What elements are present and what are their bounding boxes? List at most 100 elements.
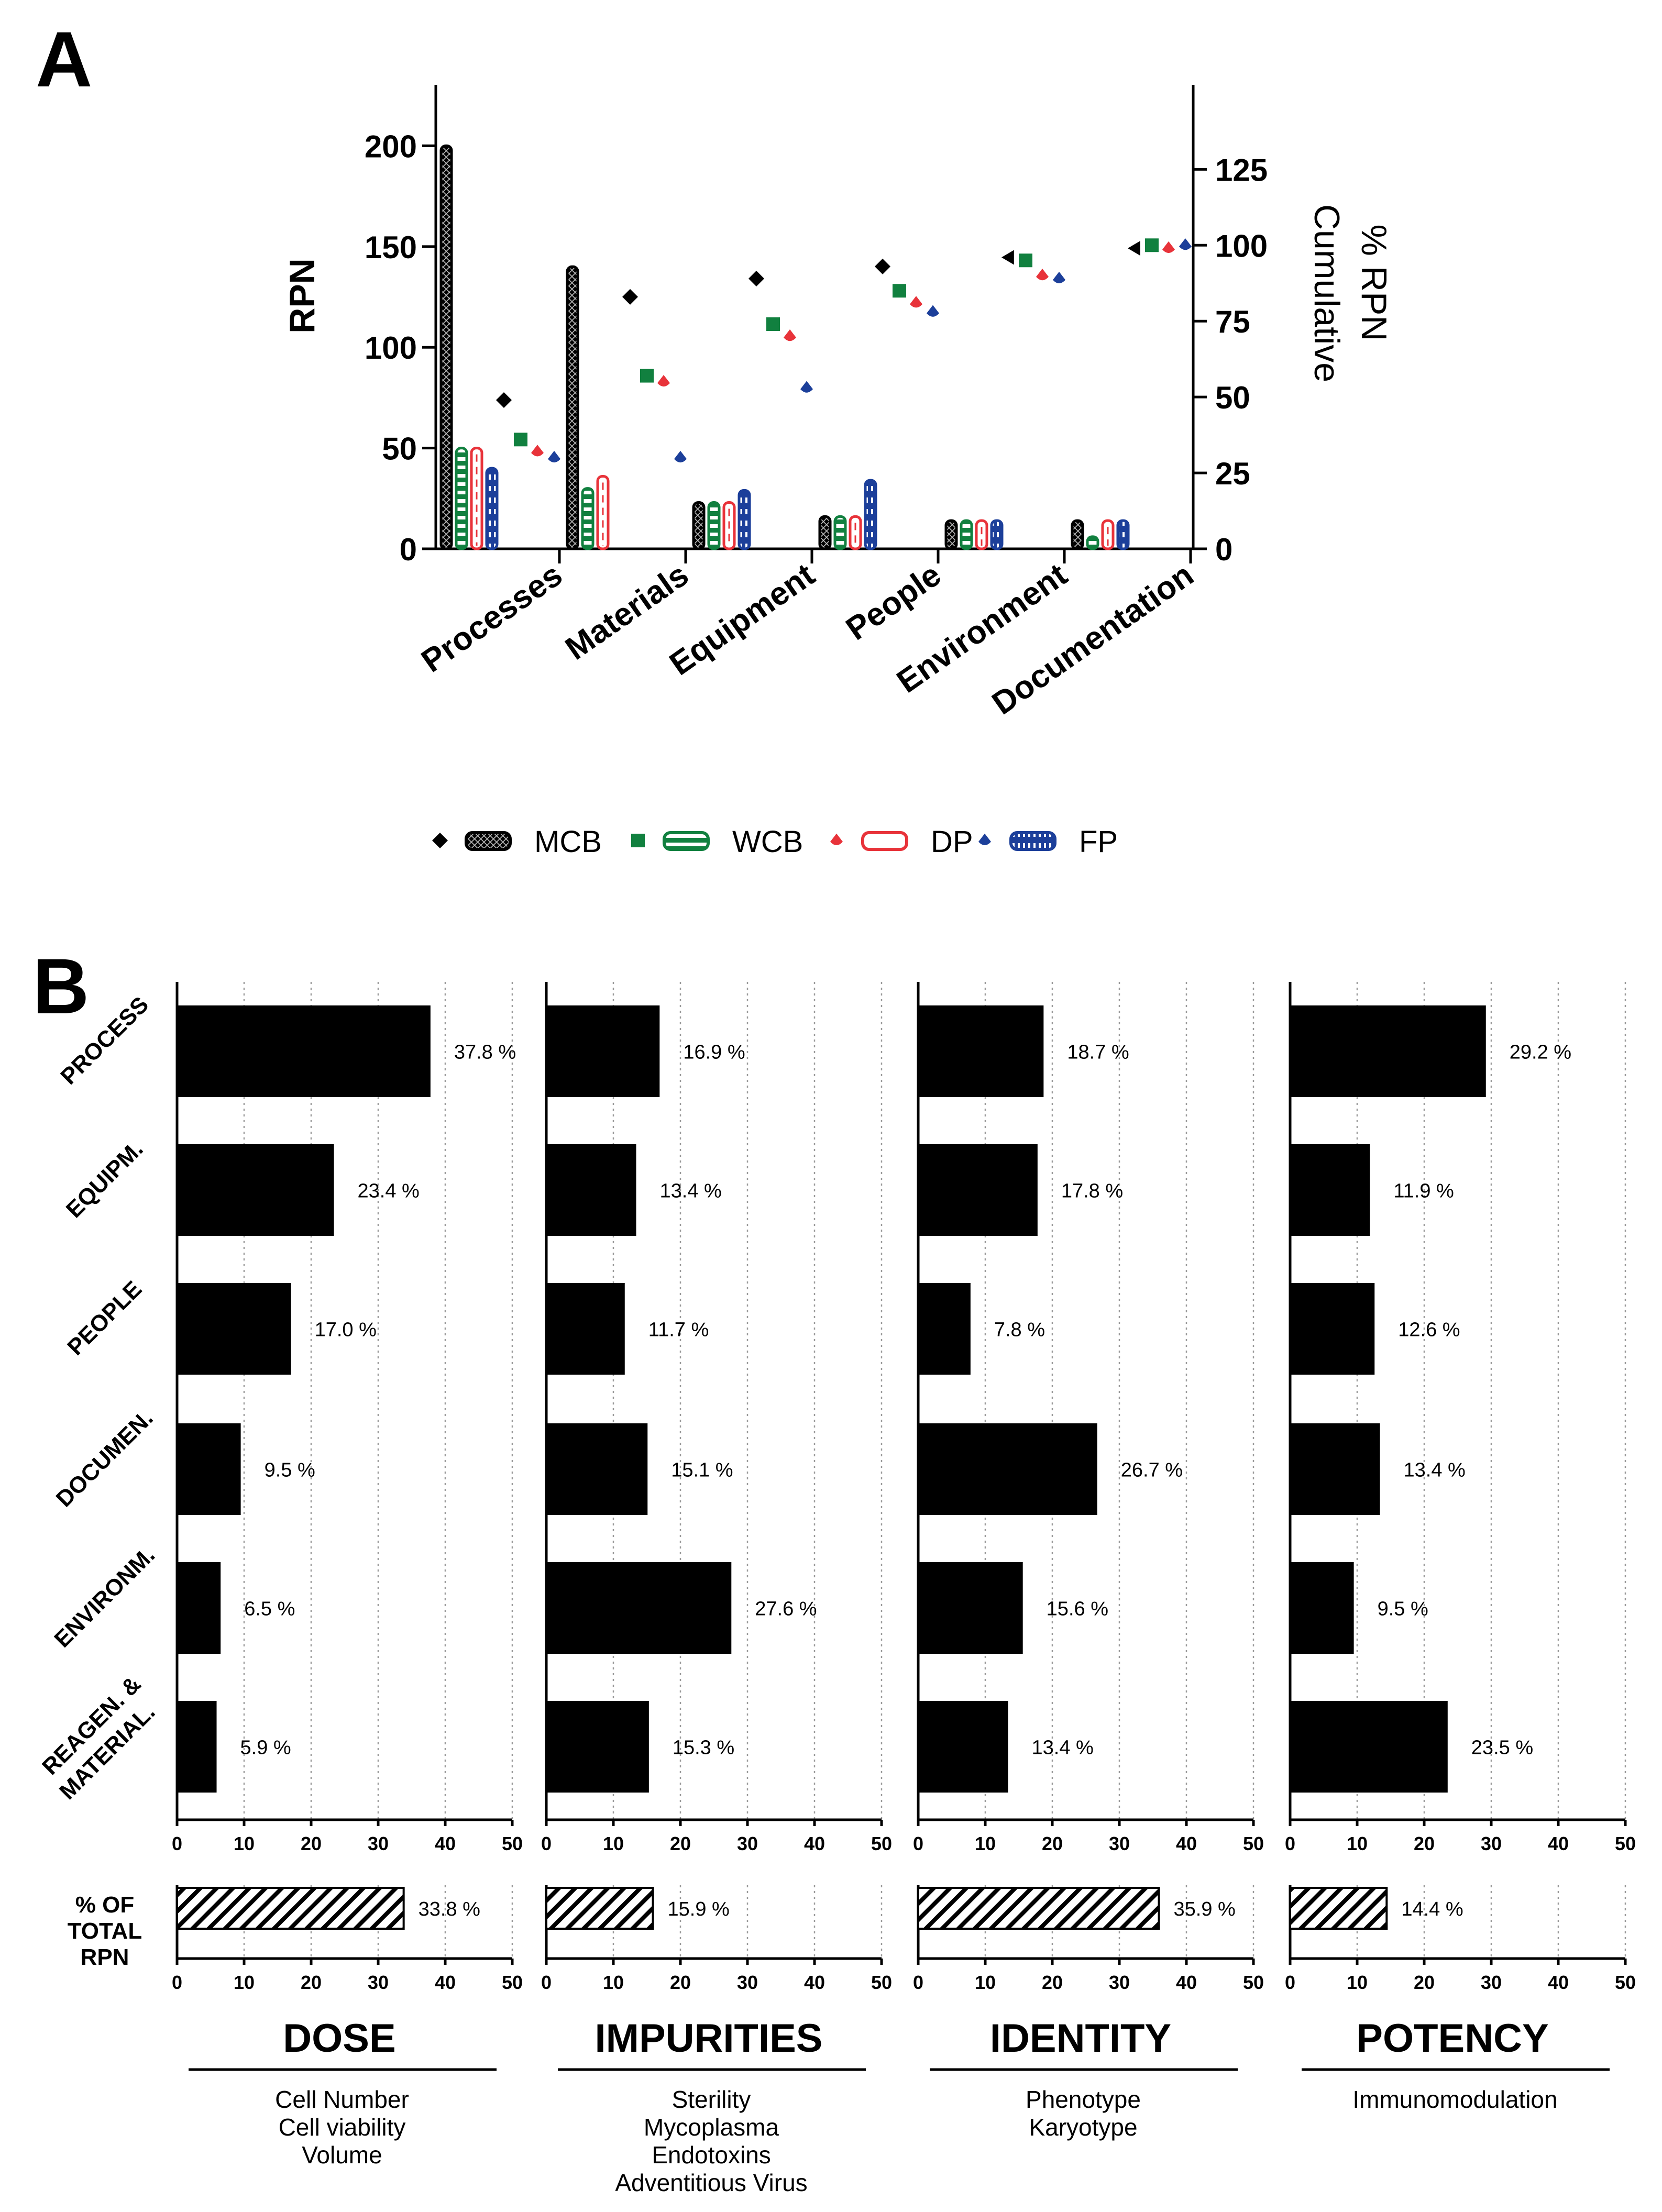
- b-bar: [918, 1283, 971, 1375]
- b-total-row-label: RPN: [81, 1944, 129, 1970]
- b-x-tick-label: 30: [1481, 1833, 1502, 1854]
- b-row-label: ENVIRONM.: [49, 1542, 160, 1653]
- b-bar-value-label: 29.2 %: [1510, 1042, 1571, 1064]
- b-x-tick-label: 40: [1176, 1833, 1197, 1854]
- b-total-x-tick-label: 10: [975, 1972, 996, 1993]
- b-bar: [546, 1562, 732, 1654]
- b-attribute-text: Phenotype: [1026, 2086, 1141, 2113]
- b-bar: [546, 1423, 648, 1515]
- b-x-tick-label: 30: [737, 1833, 758, 1854]
- legend-swatch-dp: [861, 831, 908, 851]
- legend-swatch-fp: [1009, 831, 1056, 851]
- b-bar: [918, 1005, 1044, 1097]
- a-bar-fp: [1116, 519, 1130, 550]
- b-bar-value-label: 15.6 %: [1047, 1598, 1108, 1620]
- b-bar-value-label: 27.6 %: [755, 1598, 817, 1620]
- a-cumulative-point-fp: [927, 305, 939, 317]
- a-cumulative-point-fp: [1179, 238, 1192, 250]
- b-total-x-tick-label: 0: [913, 1972, 923, 1993]
- a-bar-wcb: [707, 501, 721, 550]
- a-cumulative-point-mcb: [622, 289, 638, 305]
- a-cumulative-point-dp: [1036, 269, 1049, 281]
- b-total-x-tick-label: 50: [871, 1972, 892, 1993]
- a-y-tick-label: 0: [400, 532, 417, 567]
- b-bar: [546, 1701, 649, 1793]
- b-total-value-label: 14.4 %: [1401, 1898, 1463, 1920]
- legend-label-fp: FP: [1079, 825, 1118, 859]
- a-y2-tick-label: 100: [1215, 228, 1268, 263]
- a-cumulative-point-wcb: [1019, 253, 1032, 268]
- b-subchart-title: POTENCY: [1356, 2016, 1548, 2061]
- a-y-tick-label: 100: [365, 330, 417, 366]
- b-x-tick-label: 50: [1615, 1833, 1636, 1854]
- b-total-x-tick-label: 20: [670, 1972, 691, 1993]
- a-cumulative-point-dp: [910, 296, 922, 308]
- a-cumulative-point-dp: [784, 329, 796, 341]
- b-subchart-impurities: 0 0 10 10 20 20 30 30 40 40 50 50 16.9 % 13.4 % 11.7 %…: [541, 982, 892, 2196]
- a-bar-dp: [849, 515, 862, 550]
- b-attribute-text: Endotoxins: [652, 2141, 771, 2169]
- b-x-tick-label: 20: [1414, 1833, 1435, 1854]
- b-bar: [918, 1144, 1038, 1236]
- b-bar: [918, 1701, 1008, 1793]
- b-bar: [177, 1701, 217, 1793]
- b-x-tick-label: 50: [871, 1833, 892, 1854]
- b-total-value-label: 35.9 %: [1174, 1898, 1236, 1920]
- b-attribute-text: Sterility: [672, 2086, 751, 2113]
- a-bar-wcb: [833, 515, 847, 550]
- b-subchart-title: DOSE: [283, 2016, 395, 2061]
- a-cumulative-point-fp: [800, 381, 813, 393]
- b-x-tick-label: 40: [804, 1833, 825, 1854]
- b-bar-value-label: 11.9 %: [1393, 1180, 1454, 1202]
- a-bar-mcb: [439, 144, 453, 550]
- b-attribute-text: Adventitious Virus: [615, 2169, 807, 2196]
- a-y2-axis-label-line1: % RPN: [1354, 225, 1394, 341]
- b-bar-value-label: 11.7 %: [648, 1319, 709, 1341]
- b-subchart-identity: 0 0 10 10 20 20 30 30 40 40 50 50 18.7 % 17.8 % 7.8 % 2…: [913, 982, 1264, 2141]
- b-bar: [546, 1005, 660, 1097]
- panel-a-label: A: [36, 15, 92, 103]
- b-total-x-tick-label: 40: [1176, 1972, 1197, 1993]
- b-total-x-tick-label: 50: [1243, 1972, 1264, 1993]
- legend-marker-fp: [978, 833, 991, 845]
- b-row-label: DOCUMEN.: [51, 1405, 158, 1512]
- panel-b-label: B: [32, 942, 89, 1030]
- a-y-tick-label: 150: [365, 230, 417, 265]
- legend-label-wcb: WCB: [732, 825, 803, 859]
- a-cumulative-point-mcb: [1001, 250, 1014, 265]
- b-total-row-label: % OF: [75, 1892, 134, 1918]
- b-total-x-tick-label: 40: [435, 1972, 456, 1993]
- b-bar: [546, 1283, 625, 1375]
- a-bar-mcb: [818, 515, 832, 550]
- a-bar-fp: [990, 519, 1004, 550]
- legend-label-dp: DP: [931, 825, 973, 859]
- a-category-label: People: [840, 557, 948, 647]
- a-plot-area: 0501001502000255075100125ProcessesMateri…: [365, 85, 1268, 722]
- a-cumulative-point-fp: [1053, 271, 1065, 284]
- a-cumulative-point-mcb: [1128, 241, 1140, 256]
- b-attribute-text: Immunomodulation: [1352, 2086, 1557, 2113]
- b-total-x-tick-label: 0: [1285, 1972, 1295, 1993]
- b-bar-value-label: 13.4 %: [660, 1180, 722, 1202]
- b-total-bar: [176, 1887, 405, 1930]
- b-bar-value-label: 6.5 %: [244, 1598, 295, 1620]
- b-bar: [177, 1562, 221, 1654]
- b-total-row-label: TOTAL: [68, 1918, 142, 1944]
- legend-marker-wcb: [631, 834, 645, 847]
- a-bar-mcb: [1071, 519, 1084, 550]
- a-cumulative-point-dp: [531, 445, 544, 457]
- b-bar-value-label: 5.9 %: [240, 1737, 291, 1759]
- b-x-tick-label: 30: [368, 1833, 389, 1854]
- b-subchart-potency: 0 0 10 10 20 20 30 30 40 40 50 50 29.2 % 11.9 % 12.6 %…: [1285, 982, 1636, 2113]
- b-bar-value-label: 12.6 %: [1398, 1319, 1460, 1341]
- a-bar-dp: [975, 519, 988, 550]
- b-subchart-title: IMPURITIES: [595, 2016, 823, 2061]
- b-bar-value-label: 7.8 %: [994, 1319, 1045, 1341]
- b-total-x-tick-label: 20: [1414, 1972, 1435, 1993]
- b-x-tick-label: 30: [1109, 1833, 1130, 1854]
- a-bar-mcb: [692, 501, 706, 550]
- b-bar-value-label: 15.3 %: [673, 1737, 734, 1759]
- b-total-x-tick-label: 50: [502, 1972, 523, 1993]
- a-bar-wcb: [960, 519, 973, 550]
- b-bar-value-label: 16.9 %: [683, 1042, 745, 1064]
